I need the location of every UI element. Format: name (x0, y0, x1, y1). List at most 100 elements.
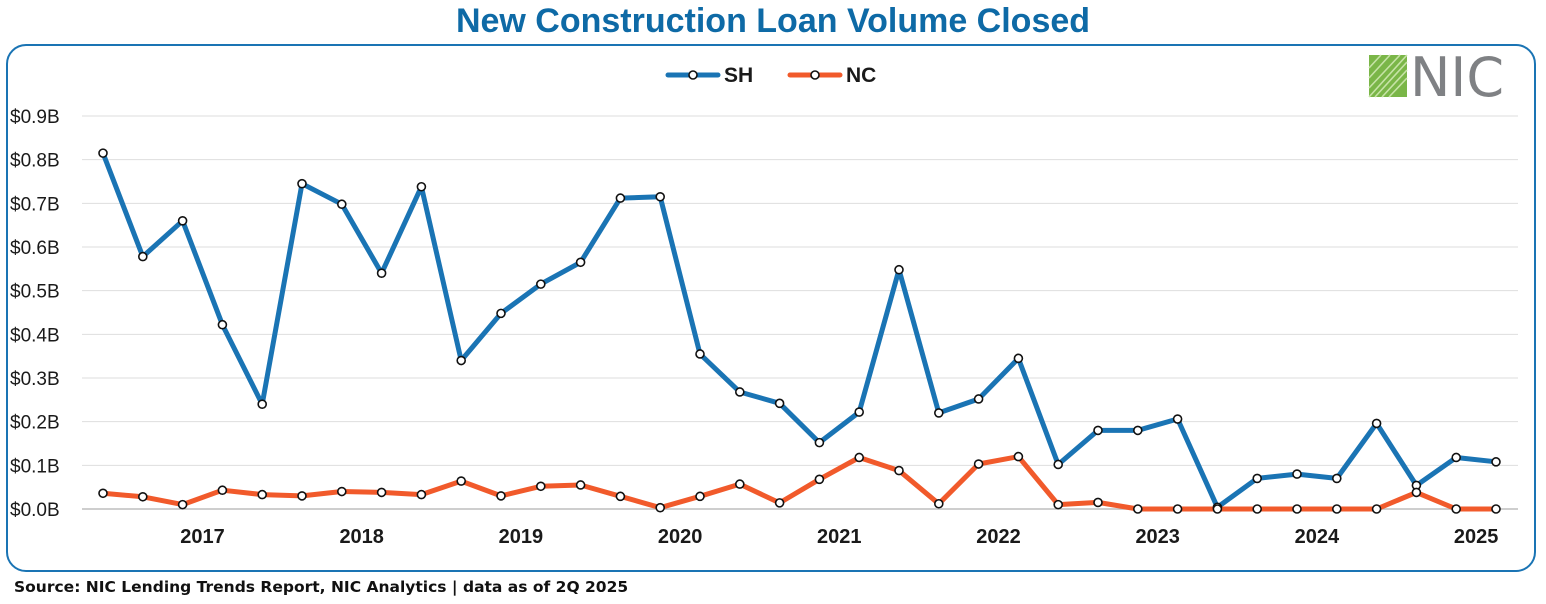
data-point-sh (655, 191, 666, 202)
data-point-nc (1133, 504, 1143, 514)
data-point-nc (217, 485, 228, 496)
x-tick-label: 2021 (817, 526, 862, 548)
x-tick-label: 2018 (339, 526, 384, 548)
legend-label-nc: NC (846, 64, 876, 87)
data-point-nc (1491, 504, 1501, 514)
legend-marker (688, 70, 698, 80)
data-point-sh (933, 408, 944, 418)
data-point-nc (615, 491, 626, 502)
x-tick-label: 2020 (658, 526, 703, 548)
data-point-sh (615, 193, 626, 203)
data-point-nc (456, 476, 467, 486)
data-point-sh (774, 398, 785, 409)
data-point-nc (894, 465, 904, 476)
data-point-nc (177, 499, 188, 510)
data-point-nc (1093, 497, 1103, 508)
data-point-sh (535, 279, 546, 289)
data-point-sh (456, 355, 467, 366)
data-point-nc (1451, 504, 1461, 514)
y-tick-label: $0.9B (10, 107, 60, 128)
data-point-sh (814, 437, 825, 448)
data-point-sh (1053, 459, 1063, 470)
data-point-nc (1292, 504, 1302, 514)
data-point-nc (655, 502, 666, 513)
data-point-nc (1172, 504, 1183, 514)
series-line-sh (100, 150, 1499, 510)
series-line-nc (100, 454, 1499, 512)
y-axis-ticks: $0.0B $0.1B $0.2B $0.3B $0.4B $0.5B $0.6B $0.7B… (10, 107, 60, 521)
data-point-sh (695, 349, 705, 359)
data-point-sh (1172, 414, 1183, 424)
y-tick-label: $0.3B (10, 369, 60, 390)
data-point-sh (854, 407, 865, 417)
data-point-nc (297, 491, 307, 501)
data-point-nc (575, 480, 586, 490)
data-point-sh (297, 178, 307, 189)
series-lines (100, 150, 1499, 512)
chart-title: New Construction Loan Volume Closed (455, 2, 1091, 40)
nic-logo: NIC (1368, 46, 1504, 109)
data-point-nc (98, 488, 108, 499)
data-point-nc (1053, 499, 1063, 510)
data-point-nc (376, 487, 387, 498)
data-point-sh (1371, 418, 1382, 429)
data-point-sh (1252, 473, 1262, 484)
data-point-sh (376, 268, 387, 279)
data-point-nc (973, 459, 984, 469)
data-point-sh (1491, 457, 1501, 467)
x-tick-label: 2023 (1135, 526, 1180, 548)
data-point-nc (933, 498, 944, 509)
y-tick-label: $0.1B (10, 456, 60, 477)
data-point-sh (734, 387, 745, 397)
data-point-sh (1292, 469, 1302, 479)
series-points (98, 148, 1501, 514)
data-point-sh (336, 199, 347, 210)
data-point-sh (1093, 425, 1103, 436)
data-point-nc (854, 452, 865, 463)
data-point-sh (257, 399, 268, 410)
x-tick-label: 2019 (499, 526, 544, 548)
data-point-nc (1371, 504, 1382, 514)
legend-label-sh: SH (724, 64, 753, 87)
data-point-nc (336, 486, 347, 497)
y-tick-label: $0.0B (10, 500, 60, 521)
data-point-nc (1411, 487, 1422, 498)
y-tick-label: $0.4B (10, 325, 60, 346)
data-point-sh (1133, 425, 1143, 436)
x-tick-label: 2024 (1295, 526, 1340, 548)
data-point-sh (973, 394, 984, 404)
legend: SH NC (665, 64, 876, 87)
gridlines (82, 115, 1518, 510)
x-tick-label: 2022 (976, 526, 1021, 548)
data-point-sh (98, 148, 108, 158)
data-point-nc (1212, 504, 1223, 514)
y-tick-label: $0.5B (10, 282, 60, 303)
data-point-sh (496, 308, 506, 319)
data-point-nc (1013, 451, 1024, 462)
data-point-nc (138, 491, 148, 502)
x-axis-ticks: 2017 2018 2019 2020 2021 2022 2023 2024 2025 (180, 526, 1498, 548)
data-point-nc (416, 489, 427, 500)
data-point-nc (734, 479, 745, 489)
data-point-sh (217, 319, 228, 330)
legend-marker (810, 70, 820, 80)
y-tick-label: $0.6B (10, 238, 60, 259)
data-point-nc (1252, 504, 1262, 514)
y-tick-label: $0.8B (10, 151, 60, 172)
data-point-nc (535, 481, 546, 492)
data-point-sh (575, 257, 586, 268)
data-point-nc (257, 489, 268, 500)
data-point-nc (496, 491, 506, 501)
data-point-sh (416, 181, 427, 192)
data-point-sh (894, 264, 904, 275)
source-note: Source: NIC Lending Trends Report, NIC A… (14, 578, 629, 596)
logo-text: NIC (1410, 46, 1504, 109)
data-point-sh (138, 251, 148, 262)
data-point-sh (1013, 353, 1024, 364)
data-point-nc (774, 498, 785, 508)
y-tick-label: $0.2B (10, 413, 60, 434)
data-point-sh (177, 216, 188, 226)
x-tick-label: 2017 (180, 526, 225, 548)
x-tick-label: 2025 (1454, 526, 1499, 548)
